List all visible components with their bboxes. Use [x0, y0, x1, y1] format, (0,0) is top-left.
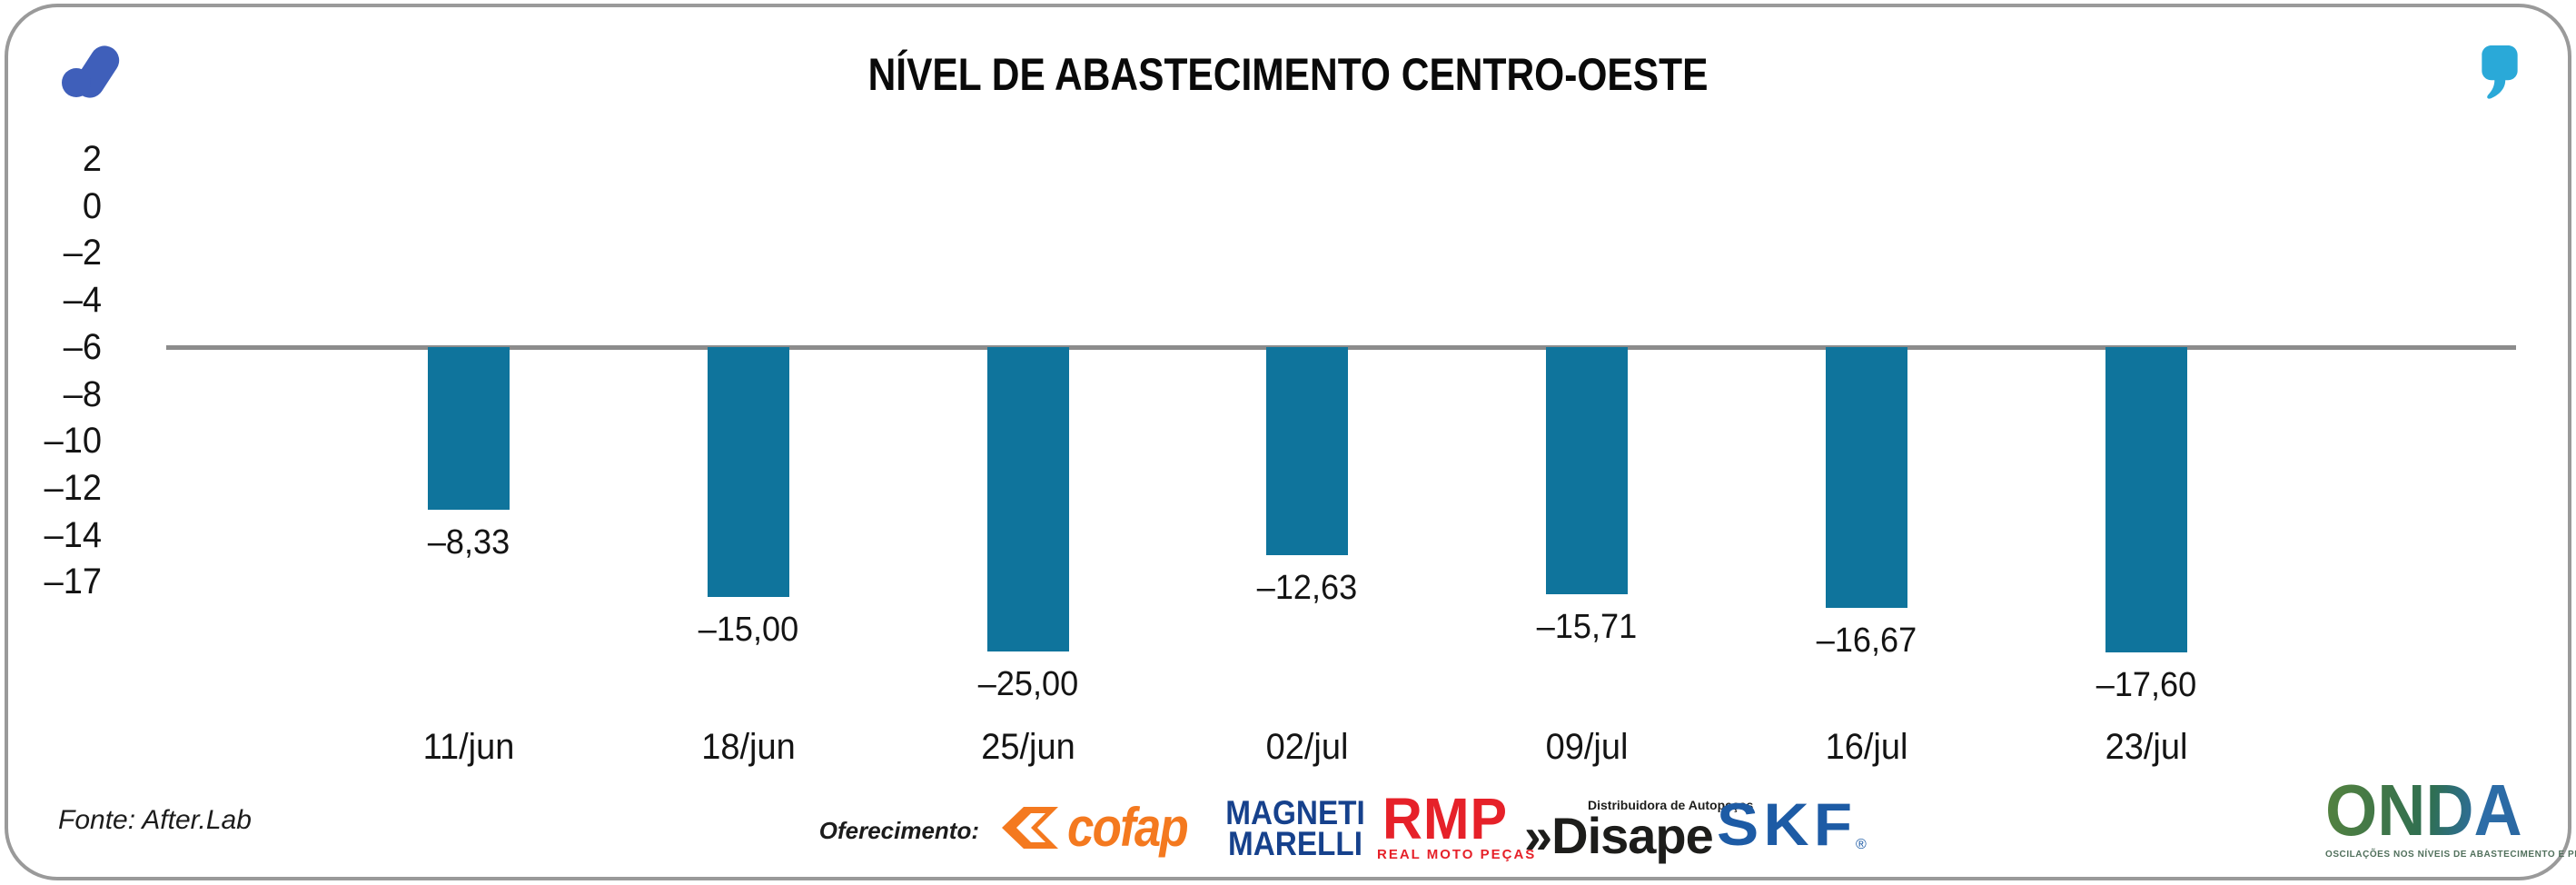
bar: [986, 347, 1069, 651]
skf-wordmark: SKF: [1717, 791, 1858, 858]
disape-wordmark: »Disape: [1524, 807, 1714, 864]
magneti-line1: MAGNETI: [1225, 794, 1365, 831]
disape-subtext: Distribuidora de Autopeças: [1588, 798, 1754, 812]
rmp-subtext: REAL MOTO PEÇAS: [1377, 847, 1537, 862]
after-lab-logo: [56, 40, 124, 112]
disape-logo: Distribuidora de Autopeças »Disape: [1524, 798, 1754, 864]
y-tick-label: –6: [63, 326, 102, 367]
y-tick-label: –10: [44, 421, 102, 462]
skf-logo: SKF ®: [1717, 791, 1867, 858]
x-tick-label: 11/jun: [422, 727, 515, 767]
x-tick-label: 25/jun: [980, 727, 1075, 767]
bar: [1546, 347, 1629, 594]
quote-icon: [2482, 45, 2518, 104]
cofap-emblem-icon: [1002, 807, 1058, 849]
onda-wordmark: ONDA: [2325, 774, 2526, 847]
onda-logo: ONDA OSCILAÇÕES NOS NÍVEIS DE ABASTECIME…: [2325, 774, 2576, 860]
magneti-line2: MARELLI: [1228, 825, 1362, 862]
rmp-wordmark: RMP: [1382, 786, 1508, 851]
sponsors-label: Oferecimento:: [818, 817, 979, 844]
bar-value-label: –25,00: [977, 665, 1078, 703]
y-tick-label: –2: [63, 233, 102, 273]
bar: [707, 347, 789, 597]
bar: [2105, 347, 2187, 652]
bar: [1266, 347, 1349, 555]
y-tick-label: –17: [44, 562, 102, 602]
y-tick-label: 0: [82, 185, 102, 226]
bar-value-label: –16,67: [1816, 621, 1917, 660]
skf-registered-mark: ®: [1856, 837, 1867, 852]
x-tick-label: 09/jul: [1545, 727, 1629, 767]
after-lab-logo-icon: [62, 45, 120, 98]
bar-value-label: –8,33: [427, 523, 510, 562]
y-tick-label: –8: [63, 373, 102, 414]
x-tick-label: 16/jul: [1825, 727, 1908, 767]
y-tick-label: –4: [63, 280, 102, 321]
y-tick-label: –14: [44, 514, 102, 555]
onda-tagline: OSCILAÇÕES NOS NÍVEIS DE ABASTECIMENTO E…: [2325, 850, 2576, 860]
x-tick-label: 18/jun: [701, 727, 796, 767]
bar-value-label: –15,71: [1536, 608, 1638, 646]
magneti-marelli-logo: MAGNETI MARELLI: [1215, 794, 1375, 862]
bar: [1826, 347, 1907, 608]
bar: [428, 347, 510, 510]
source-note: Fonte: After.Lab: [58, 805, 252, 835]
page-title: NÍVEL DE ABASTECIMENTO CENTRO-OESTE: [867, 49, 1709, 100]
cofap-logo: cofap: [1002, 800, 1204, 856]
y-tick-label: 2: [82, 139, 102, 179]
bar-value-label: –12,63: [1257, 569, 1358, 607]
rmp-logo: RMP REAL MOTO PEÇAS: [1377, 786, 1537, 862]
bar-value-label: –15,00: [698, 611, 799, 649]
x-tick-label: 23/jul: [2105, 727, 2188, 767]
bar-value-label: –17,60: [2095, 666, 2197, 704]
y-tick-label: –12: [44, 467, 102, 508]
cofap-wordmark: cofap: [1067, 797, 1189, 858]
x-tick-label: 02/jul: [1265, 727, 1349, 767]
